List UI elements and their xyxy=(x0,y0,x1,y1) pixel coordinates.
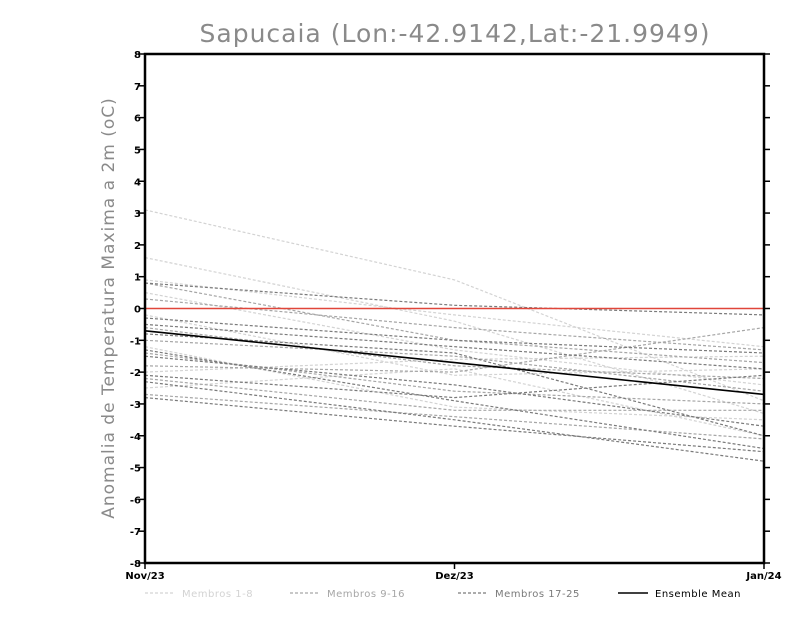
series-line-membro-18 xyxy=(144,317,765,354)
x-tick-label: Jan/24 xyxy=(745,571,781,582)
y-tick-label: -4 xyxy=(130,432,141,443)
series-line-membro-24 xyxy=(144,397,765,453)
series-line-membro-4 xyxy=(144,292,765,386)
series-line-membro-8 xyxy=(144,368,765,437)
legend-label-g2: Membros 9-16 xyxy=(327,589,405,600)
series-line-membro-14 xyxy=(144,377,764,411)
series-layer xyxy=(144,209,765,462)
y-tick-label: -3 xyxy=(130,400,141,411)
y-tick-label: 2 xyxy=(134,241,141,252)
legend-label-mean: Ensemble Mean xyxy=(655,589,741,600)
series-line-membro-1 xyxy=(144,209,765,402)
series-line-membro-10 xyxy=(144,298,765,351)
series-line-membro-20 xyxy=(144,333,765,437)
y-tick-label: 0 xyxy=(134,305,141,316)
y-tick-label: 5 xyxy=(134,145,141,156)
y-tick-label: -8 xyxy=(130,559,141,570)
y-tick-label: -2 xyxy=(130,368,141,379)
legend-label-g3: Membros 17-25 xyxy=(495,589,580,600)
y-axis-label: Anomalia de Temperatura Maxima a 2m (oC) xyxy=(99,97,119,519)
x-tick-label: Nov/23 xyxy=(125,571,164,582)
series-line-membro-2 xyxy=(144,257,765,415)
y-tick-label: 3 xyxy=(134,209,141,220)
y-tick-label: -5 xyxy=(130,464,141,475)
y-ticks: -8 -7 -6 -5 -4 -3 -2 -1 0 1 2 3 4 5 6 7 8 xyxy=(130,50,770,570)
y-tick-label: 8 xyxy=(134,50,141,61)
y-tick-label: -6 xyxy=(130,495,141,506)
series-line-membro-5 xyxy=(144,314,765,376)
series-line-membro-23 xyxy=(144,381,765,462)
plot-frame xyxy=(143,52,766,565)
x-tick-label: Dez/23 xyxy=(435,571,474,582)
series-line-membro-16 xyxy=(144,339,765,392)
y-tick-label: 6 xyxy=(134,114,141,125)
y-tick-label: -7 xyxy=(130,527,141,538)
series-line-membro-19 xyxy=(144,323,765,370)
series-line-membro-22 xyxy=(144,355,765,427)
chart-title: Sapucaia (Lon:-42.9142,Lat:-21.9949) xyxy=(200,19,711,48)
series-line-ensemble-mean xyxy=(144,330,765,396)
series-line-membro-25 xyxy=(144,374,765,399)
series-line-membro-11 xyxy=(144,327,765,380)
series-line-membro-3 xyxy=(144,279,765,348)
y-tick-label: 1 xyxy=(134,273,141,284)
series-line-membro-15 xyxy=(144,393,765,440)
x-ticks: Nov/23 Dez/23 Jan/24 xyxy=(125,563,782,582)
y-tick-label: 7 xyxy=(134,82,141,93)
series-line-membro-21 xyxy=(144,349,765,450)
series-line-membro-6 xyxy=(144,346,765,421)
series-line-membro-12 xyxy=(144,352,765,405)
legend-label-g1: Membros 1-8 xyxy=(182,589,253,600)
series-line-membro-17 xyxy=(144,282,765,316)
y-tick-label: -1 xyxy=(130,336,141,347)
series-line-membro-7 xyxy=(144,355,765,373)
y-tick-label: 4 xyxy=(134,177,141,188)
legend: Membros 1-8 Membros 9-16 Membros 17-25 Ense… xyxy=(145,589,741,600)
series-line-membro-9 xyxy=(144,282,765,364)
